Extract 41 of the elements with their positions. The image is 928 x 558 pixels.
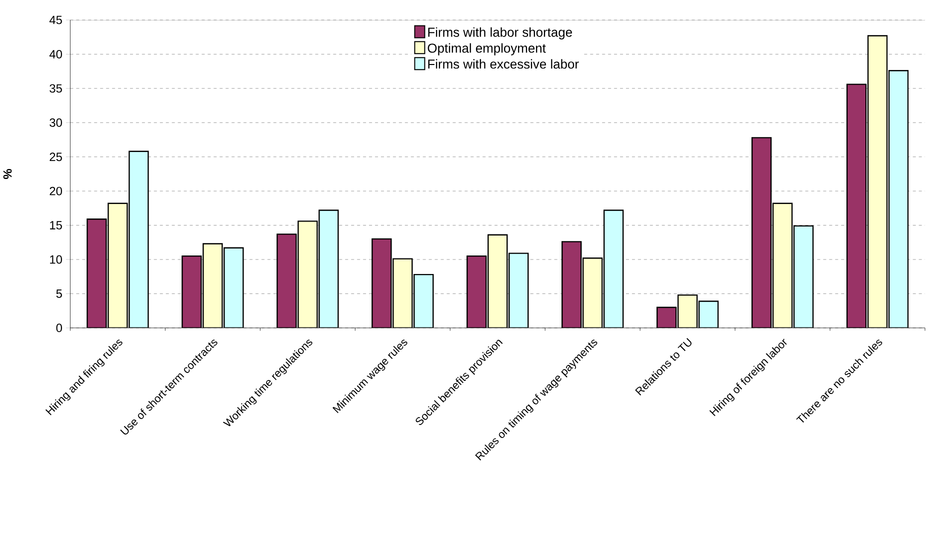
- bar: [508, 252, 529, 328]
- y-tick-label: 10: [50, 255, 62, 264]
- bar: [603, 210, 624, 328]
- bar: [276, 234, 297, 328]
- bar: [488, 234, 508, 328]
- bar: [108, 202, 128, 328]
- bar: [656, 306, 677, 328]
- bar: [86, 218, 107, 328]
- y-tick-label: 25: [50, 152, 62, 162]
- bar: [466, 256, 487, 328]
- y-tick-label: 30: [50, 118, 62, 127]
- bar: [751, 137, 772, 328]
- bar: [867, 35, 888, 328]
- bar: [298, 220, 318, 328]
- bar: [372, 238, 392, 328]
- y-tick-label: 35: [50, 84, 62, 93]
- bar: [318, 210, 339, 328]
- bar: [182, 256, 202, 328]
- bar: [202, 243, 223, 328]
- y-tick-label: 5: [56, 290, 62, 298]
- bar: [562, 241, 582, 328]
- bar: [772, 202, 793, 328]
- bar: [414, 274, 434, 328]
- y-tick-label: 20: [50, 186, 62, 196]
- legend-label: Optimal employment: [428, 43, 546, 56]
- bar: [582, 258, 603, 328]
- bar: [677, 294, 698, 328]
- y-tick-label: 15: [50, 221, 62, 230]
- bar: [224, 247, 244, 328]
- bar: [793, 225, 814, 328]
- y-tick-label: 0: [56, 324, 62, 332]
- y-axis-title: %: [3, 169, 12, 180]
- bar: [392, 258, 413, 328]
- y-tick-label: 45: [49, 16, 62, 24]
- legend-label: Firms with labor shortage: [428, 27, 572, 40]
- legend-label: Firms with excessive labor: [428, 59, 579, 69]
- bar: [698, 300, 719, 328]
- bar: [846, 84, 867, 328]
- bar: [128, 150, 149, 328]
- bar: [888, 70, 909, 328]
- y-tick-label: 40: [49, 50, 62, 59]
